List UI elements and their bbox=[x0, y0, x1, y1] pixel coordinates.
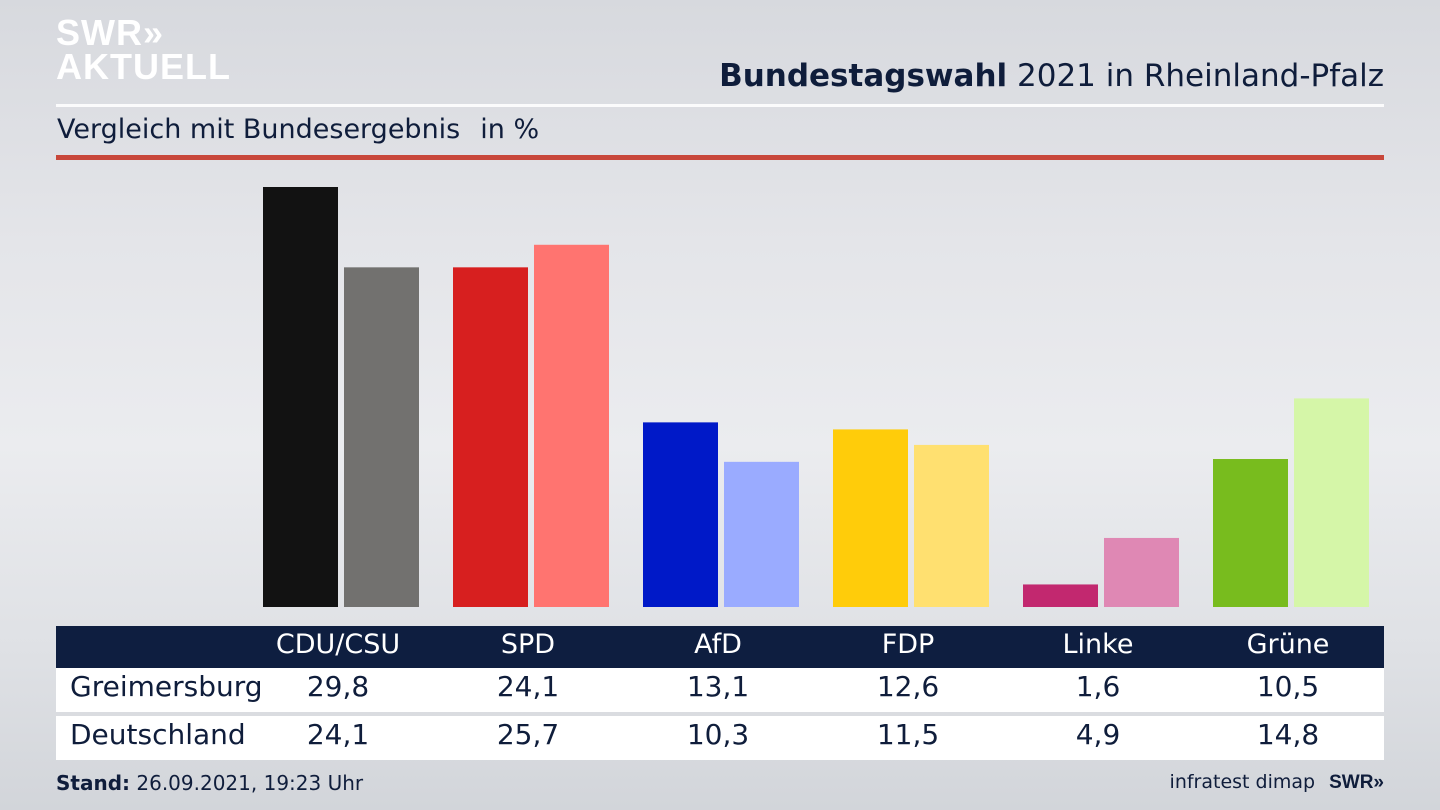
table-cell: 12,6 bbox=[876, 670, 940, 703]
column-header: Linke bbox=[1062, 629, 1134, 660]
table-header: CDU/CSU SPD AfD FDP Linke Grüne bbox=[56, 626, 1384, 668]
table-cell: 4,9 bbox=[1075, 718, 1121, 751]
column-header: CDU/CSU bbox=[275, 629, 401, 660]
bar-afd-deutschland bbox=[724, 461, 799, 607]
table-cell: 10,5 bbox=[1256, 670, 1320, 703]
bar-spd-deutschland bbox=[534, 244, 609, 608]
table-cell: 29,8 bbox=[306, 670, 370, 703]
column-header: AfD bbox=[694, 629, 742, 660]
bar-fdp-deutschland bbox=[914, 444, 989, 607]
chart-title: Bundestagswahl 2021 in Rheinland-Pfalz bbox=[719, 58, 1384, 94]
stand-label: Stand: bbox=[56, 771, 131, 795]
row-label: Greimersburg bbox=[70, 670, 263, 703]
bar-fdp-greimersburg bbox=[833, 429, 908, 607]
timestamp: Stand: 26.09.2021, 19:23 Uhr bbox=[56, 771, 363, 795]
chart-subtitle: Vergleich mit Bundesergebnis in % bbox=[57, 114, 539, 145]
table-row: Deutschland 24,1 25,7 10,3 11,5 4,9 14,8 bbox=[56, 716, 1384, 760]
bar-gr-ne-greimersburg bbox=[1213, 459, 1288, 607]
bar-afd-greimersburg bbox=[643, 422, 718, 607]
table-row: Greimersburg 29,8 24,1 13,1 12,6 1,6 10,5 bbox=[56, 668, 1384, 712]
subtitle-text: Vergleich mit Bundesergebnis bbox=[57, 114, 461, 145]
table-cell: 24,1 bbox=[306, 718, 370, 751]
bar-gr-ne-deutschland bbox=[1294, 398, 1369, 607]
logo-line-1: SWR» bbox=[56, 12, 165, 53]
bar-spd-greimersburg bbox=[453, 267, 528, 607]
column-header: SPD bbox=[500, 629, 556, 660]
table-cell: 25,7 bbox=[496, 718, 560, 751]
source-credit: infratest dimap SWR» bbox=[1170, 771, 1384, 794]
source-label: infratest dimap bbox=[1169, 771, 1316, 793]
logo-line-2: AKTUELL bbox=[56, 46, 231, 87]
column-header: FDP bbox=[881, 629, 935, 660]
table-cell: 13,1 bbox=[686, 670, 750, 703]
bar-linke-greimersburg bbox=[1023, 584, 1098, 607]
table-cell: 24,1 bbox=[496, 670, 560, 703]
table-cell: 11,5 bbox=[876, 718, 940, 751]
column-header: Grüne bbox=[1246, 629, 1330, 660]
bar-linke-deutschland bbox=[1104, 537, 1179, 607]
swr-aktuell-logo: SWR» AKTUELL bbox=[56, 12, 231, 87]
bar-cdu-csu-greimersburg bbox=[263, 187, 338, 607]
swr-brand-logo: SWR» bbox=[1329, 772, 1384, 793]
stand-value: 26.09.2021, 19:23 Uhr bbox=[130, 771, 364, 795]
unit-label: in % bbox=[480, 114, 540, 145]
table-cell: 1,6 bbox=[1075, 670, 1121, 703]
bar-cdu-csu-deutschland bbox=[344, 267, 419, 607]
table-cell: 14,8 bbox=[1256, 718, 1320, 751]
row-label: Deutschland bbox=[70, 718, 246, 751]
subtitle-divider bbox=[56, 155, 1384, 160]
title-rest: 2021 in Rheinland-Pfalz bbox=[1007, 58, 1384, 94]
table-cell: 10,3 bbox=[686, 718, 750, 751]
results-table: CDU/CSU SPD AfD FDP Linke Grüne Greimersburg 2… bbox=[56, 626, 1384, 760]
bar-chart bbox=[263, 187, 1369, 608]
title-divider bbox=[56, 104, 1384, 107]
title-bold: Bundestagswahl bbox=[719, 58, 1008, 94]
